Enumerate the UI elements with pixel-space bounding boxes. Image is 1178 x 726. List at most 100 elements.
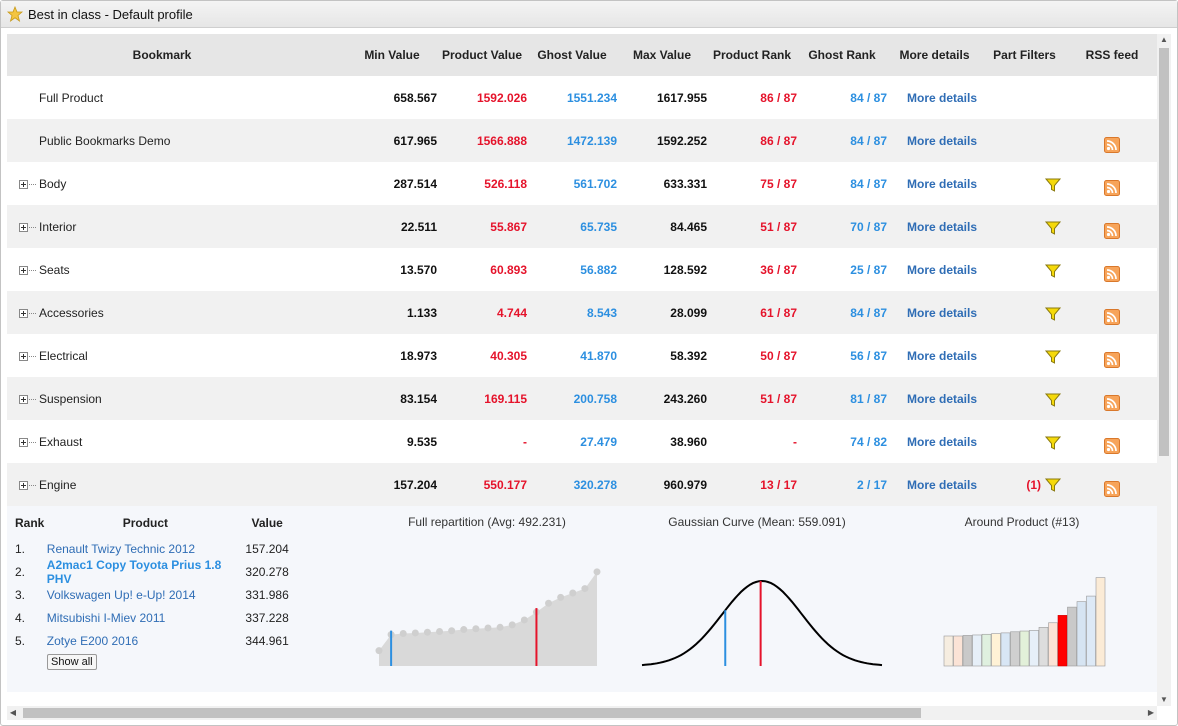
bookmark-cell[interactable]: Public Bookmarks Demo	[7, 119, 347, 162]
filter-icon[interactable]	[1044, 435, 1062, 451]
filter-icon[interactable]	[1044, 177, 1062, 193]
col-header-ghost-rank[interactable]: Ghost Rank	[797, 34, 887, 76]
scroll-down-arrow[interactable]: ▼	[1160, 695, 1168, 704]
bookmark-name[interactable]: Engine	[39, 477, 77, 492]
more-details-link[interactable]: More details	[907, 348, 978, 363]
bookmark-cell[interactable]: Accessories	[7, 291, 347, 334]
top-five-value: 344.961	[245, 633, 289, 648]
top-five-product-link[interactable]: Zotye E200 2016	[46, 633, 139, 648]
bookmark-name[interactable]: Interior	[39, 219, 77, 234]
around-product-bar	[1067, 606, 1077, 667]
filter-icon[interactable]	[1044, 477, 1062, 493]
more-details-link[interactable]: More details	[907, 305, 978, 320]
bookmark-name[interactable]: Accessories	[39, 305, 104, 320]
vertical-scroll-thumb[interactable]	[1159, 48, 1169, 456]
show-all-button[interactable]: Show all	[47, 654, 97, 670]
filter-icon[interactable]	[1044, 392, 1062, 408]
table-row[interactable]: Exhaust 9.535 - 27.479 38.960 - 74 / 82 …	[7, 420, 1157, 463]
repartition-point	[593, 568, 601, 576]
rss-feed-cell	[1067, 205, 1157, 248]
expand-icon[interactable]	[19, 265, 28, 275]
col-header-product-rank[interactable]: Product Rank	[707, 34, 797, 76]
scroll-right-arrow[interactable]: ▶	[1147, 708, 1155, 717]
more-details-link[interactable]: More details	[907, 176, 978, 191]
expand-icon[interactable]	[19, 308, 28, 318]
bookmark-name[interactable]: Suspension	[39, 391, 102, 406]
around-product-bar	[953, 635, 963, 667]
expand-icon[interactable]	[19, 394, 28, 404]
bookmark-cell[interactable]: Engine	[7, 463, 347, 506]
rss-icon[interactable]	[1104, 308, 1120, 325]
expand-icon[interactable]	[19, 437, 28, 447]
max-value-cell: 243.260	[617, 377, 707, 420]
bookmark-cell[interactable]: Interior	[7, 205, 347, 248]
rss-icon[interactable]	[1104, 265, 1120, 282]
rss-icon[interactable]	[1104, 437, 1120, 454]
horizontal-scrollbar[interactable]: ◀ ▶	[7, 706, 1157, 720]
more-details-link[interactable]: More details	[907, 219, 978, 234]
horizontal-scroll-thumb[interactable]	[23, 708, 921, 718]
bookmark-name[interactable]: Electrical	[39, 348, 88, 363]
bookmark-cell[interactable]: Electrical	[7, 334, 347, 377]
bookmark-cell[interactable]: Suspension	[7, 377, 347, 420]
top-five-product-link[interactable]: Mitsubishi I-Miev 2011	[46, 610, 166, 625]
more-details-link[interactable]: More details	[907, 391, 978, 406]
col-header-bookmark[interactable]: Bookmark	[7, 34, 347, 76]
bookmark-name[interactable]: Exhaust	[39, 434, 83, 449]
col-header-min-value[interactable]: Min Value	[347, 34, 437, 76]
table-row[interactable]: Suspension 83.154 169.115 200.758 243.26…	[7, 377, 1157, 420]
repartition-point	[472, 625, 480, 633]
rss-icon[interactable]	[1104, 394, 1120, 411]
table-row[interactable]: Full Product 658.567 1592.026 1551.234 1…	[7, 76, 1157, 119]
bookmark-name[interactable]: Full Product	[39, 90, 104, 105]
more-details-cell: More details	[887, 162, 982, 205]
expand-icon[interactable]	[19, 222, 28, 232]
more-details-link[interactable]: More details	[907, 477, 978, 492]
rss-icon[interactable]	[1104, 179, 1120, 196]
col-header-product-value[interactable]: Product Value	[437, 34, 527, 76]
bookmark-cell[interactable]: Seats	[7, 248, 347, 291]
top-five-product-link[interactable]: Volkswagen Up! e-Up! 2014	[46, 587, 196, 602]
table-row[interactable]: Engine 157.204 550.177 320.278 960.979 1…	[7, 463, 1157, 506]
more-details-link[interactable]: More details	[907, 434, 978, 449]
table-row[interactable]: Public Bookmarks Demo 617.965 1566.888 1…	[7, 119, 1157, 162]
top-five-product-link[interactable]: Renault Twizy Technic 2012	[46, 541, 196, 556]
vertical-scrollbar[interactable]: ▲ ▼	[1157, 34, 1171, 706]
table-row[interactable]: Accessories 1.133 4.744 8.543 28.099 61 …	[7, 291, 1157, 334]
rss-icon[interactable]	[1104, 222, 1120, 239]
table-row[interactable]: Electrical 18.973 40.305 41.870 58.392 5…	[7, 334, 1157, 377]
table-row[interactable]: Seats 13.570 60.893 56.882 128.592 36 / …	[7, 248, 1157, 291]
more-details-link[interactable]: More details	[907, 90, 978, 105]
scroll-left-arrow[interactable]: ◀	[9, 708, 17, 717]
col-header-max-value[interactable]: Max Value	[617, 34, 707, 76]
more-details-link[interactable]: More details	[907, 133, 978, 148]
bookmark-cell[interactable]: Full Product	[7, 76, 347, 119]
filter-icon[interactable]	[1044, 306, 1062, 322]
filter-icon[interactable]	[1044, 220, 1062, 236]
bookmark-name[interactable]: Body	[39, 176, 67, 191]
bookmark-cell[interactable]: Exhaust	[7, 420, 347, 463]
expand-icon[interactable]	[19, 480, 28, 490]
bookmark-cell[interactable]: Body	[7, 162, 347, 205]
rss-icon[interactable]	[1104, 136, 1120, 153]
filter-icon[interactable]	[1044, 263, 1062, 279]
table-row[interactable]: Body 287.514 526.118 561.702 633.331 75 …	[7, 162, 1157, 205]
col-header-ghost-value[interactable]: Ghost Value	[527, 34, 617, 76]
around-product-bar	[962, 635, 973, 667]
expand-icon[interactable]	[19, 351, 28, 361]
more-details-link[interactable]: More details	[907, 262, 978, 277]
ghost-value-cell: 65.735	[527, 205, 617, 248]
expand-icon[interactable]	[19, 179, 28, 189]
scroll-up-arrow[interactable]: ▲	[1160, 35, 1168, 44]
rss-icon[interactable]	[1104, 480, 1120, 497]
top-five-product-link[interactable]: A2mac1 Copy Toyota Prius 1.8 PHV	[46, 557, 222, 586]
around-chart-title: Around Product (#13)	[964, 515, 1080, 529]
rss-icon[interactable]	[1104, 351, 1120, 368]
bookmark-name[interactable]: Public Bookmarks Demo	[39, 133, 171, 148]
top-five-rank: 1.	[15, 541, 26, 556]
around-product-bar	[991, 633, 1001, 667]
table-row[interactable]: Interior 22.511 55.867 65.735 84.465 51 …	[7, 205, 1157, 248]
filter-icon[interactable]	[1044, 349, 1062, 365]
repartition-point	[423, 628, 431, 636]
bookmark-name[interactable]: Seats	[39, 262, 70, 277]
